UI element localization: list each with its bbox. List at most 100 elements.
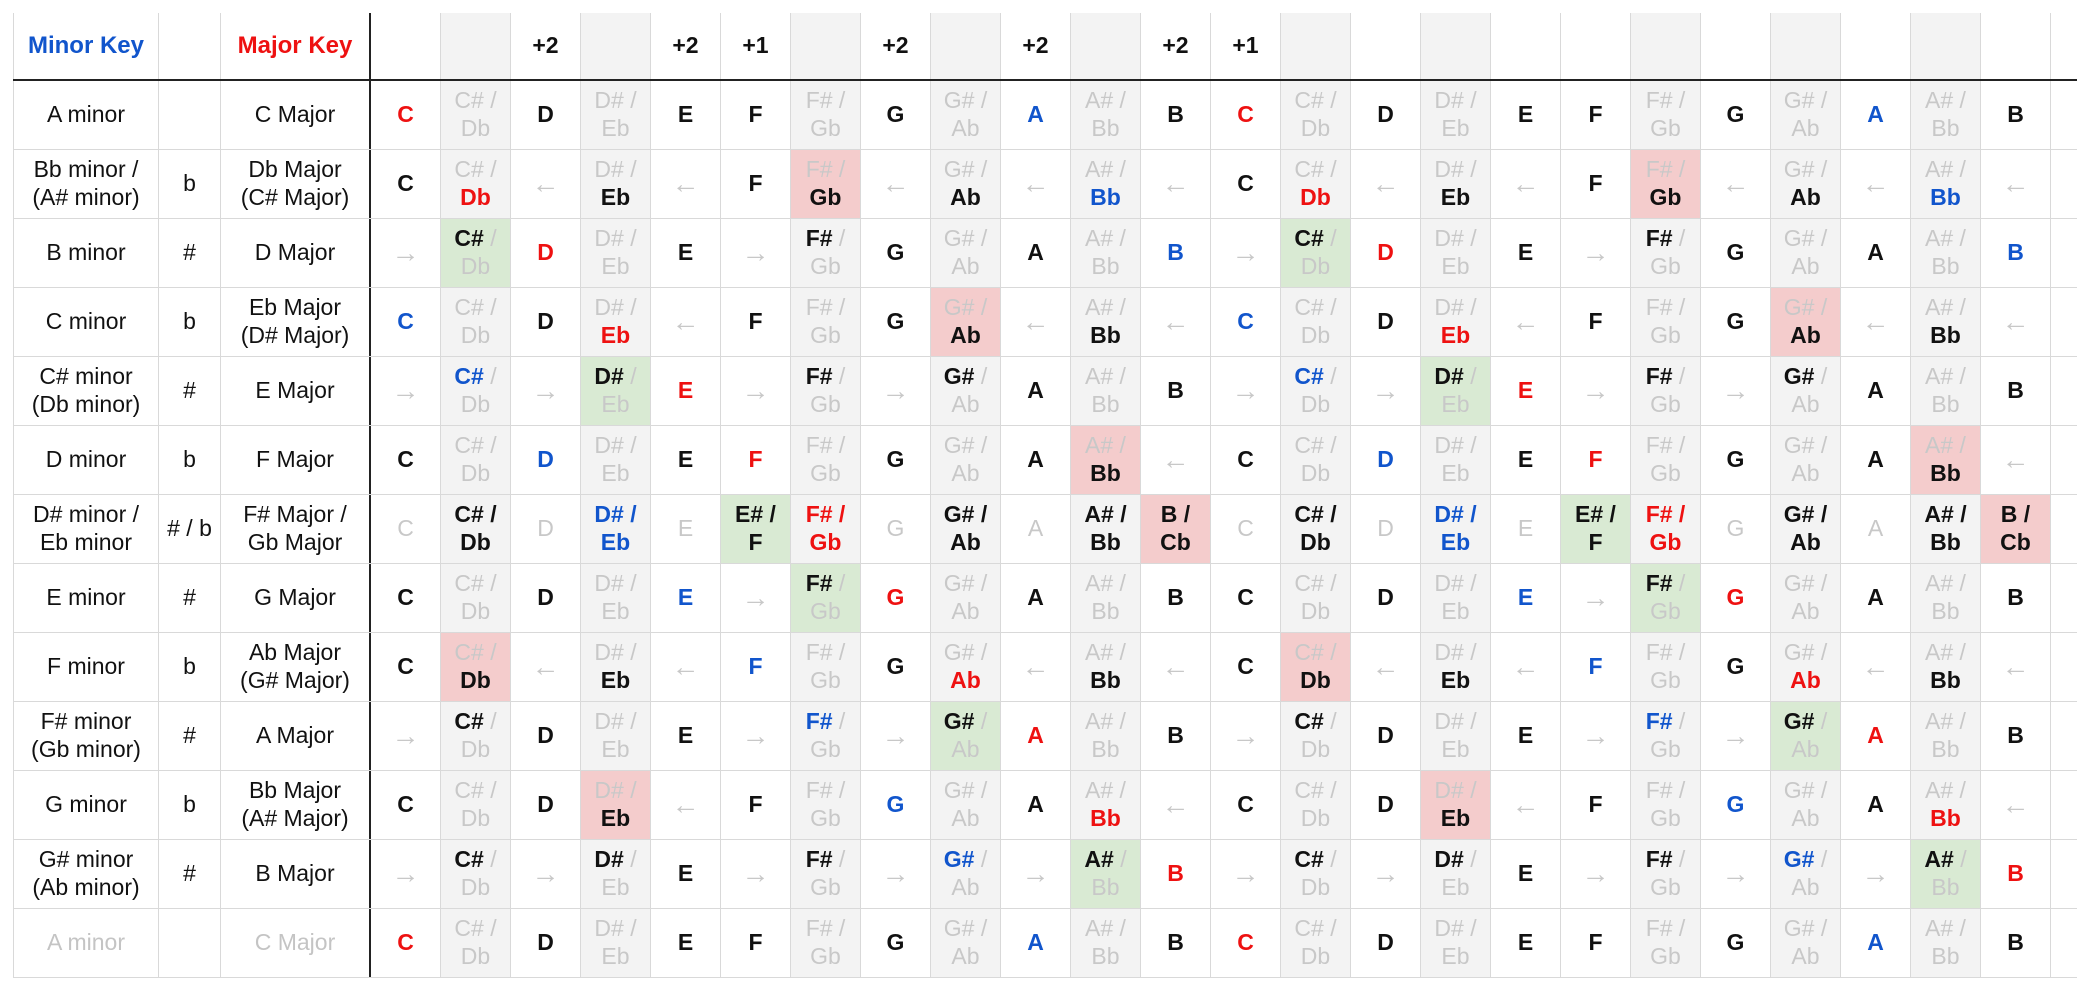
arrow-right-icon: → (881, 858, 910, 890)
note-sharp: G# / (1783, 639, 1828, 666)
key-row: E minor # G Major C C# / Db D D# / Eb E → F# / Gb G G#… (13, 564, 2077, 633)
note-cell: B / Cb (1981, 495, 2051, 563)
note-cell: F (721, 633, 791, 701)
key-row: D minor b F Major C C# / Db D D# / Eb E F F# / Gb G G#… (13, 426, 2077, 495)
note-cell: F (721, 909, 791, 977)
note-flat: Bb (1091, 736, 1120, 762)
note-flat: Bb (1930, 460, 1961, 486)
note-cell: → (1561, 840, 1631, 908)
minor-key-cell: F minor (13, 633, 159, 701)
note-cell: → (1211, 702, 1281, 770)
note-flat: Bb (1931, 598, 1960, 624)
note-cell: G (861, 633, 931, 701)
note-cell: F (1561, 633, 1631, 701)
note-sharp: F# / (1645, 570, 1686, 597)
note-sharp: C# / (454, 156, 497, 183)
note-cell: ← (651, 633, 721, 701)
note-cell: G (1701, 633, 1771, 701)
note-cell: G (861, 771, 931, 839)
note-flat: Db (1300, 253, 1331, 279)
note-cell: ← (1491, 633, 1561, 701)
note-cell: A (1001, 426, 1071, 494)
note-sharp: G# / (1783, 87, 1828, 114)
note-sharp: D# / (594, 87, 637, 114)
arrow-left-icon: ← (671, 306, 700, 338)
interval-header-cell: +1 (721, 13, 791, 79)
note-cell: F# / Gb (1631, 633, 1701, 701)
note-enharmonic-top: G# / (1783, 501, 1828, 528)
note-flat: Bb (1091, 253, 1120, 279)
note-name: B (1167, 929, 1184, 956)
accidental-cell: b (159, 771, 221, 839)
note-cell: F# / Gb (791, 495, 861, 563)
note-cell: A# / Bb (1071, 633, 1141, 701)
note-sharp: A# / (1924, 846, 1967, 873)
minor-key-header-label: Minor Key (27, 31, 144, 59)
note-cell: F# / Gb (791, 150, 861, 218)
note-cell: A# / Bb (1071, 357, 1141, 425)
note-cell: G# / Ab (931, 219, 1001, 287)
note-sharp: A# / (1085, 225, 1126, 252)
note-cell: → (1701, 840, 1771, 908)
note-cell: ← (1351, 150, 1421, 218)
note-cell: G# / Ab (931, 81, 1001, 149)
note-sharp: C# / (1294, 915, 1337, 942)
note-cell: G (1701, 771, 1771, 839)
note-cell: A (1841, 219, 1911, 287)
note-cell: → (371, 702, 441, 770)
note-sharp: D# / (594, 777, 637, 804)
note-sharp: A# / (1925, 432, 1966, 459)
note-cell: D# / Eb (1421, 564, 1491, 632)
arrow-right-icon: → (1021, 858, 1050, 890)
note-name: D# / Eb (594, 846, 636, 901)
note-flat: Gb (810, 874, 841, 900)
note-name: D# / Eb (1434, 87, 1476, 142)
note-name: D (537, 308, 554, 335)
note-cell: C# / Db (441, 219, 511, 287)
note-cell: ← (1841, 633, 1911, 701)
note-name: G# / Ab (944, 708, 987, 763)
note-sharp: A# / (1085, 294, 1126, 321)
major-key-name: Bb Major (A# Major) (241, 777, 349, 831)
note-flat: Gb (810, 253, 841, 279)
major-key-name: F Major (256, 446, 334, 473)
note-name: A (1867, 515, 1884, 542)
note-name: C (1237, 929, 1254, 956)
note-name: D (537, 101, 554, 128)
minor-key-name: D# minor / Eb minor (32, 501, 140, 555)
note-name: G (1726, 446, 1745, 473)
arrow-right-icon: → (1231, 237, 1260, 269)
note-cell: F# / Gb (1631, 81, 1701, 149)
note-sharp: D# / (1434, 570, 1477, 597)
major-key-name: E Major (255, 377, 335, 404)
note-name: C# / Db (454, 225, 496, 280)
note-cell: ← (1001, 633, 1071, 701)
note-cell: A (1841, 495, 1911, 563)
note-name: G# / Ab (944, 846, 987, 901)
note-flat: Eb (1441, 391, 1470, 417)
note-name: F# / Gb (1646, 570, 1686, 625)
note-cell: G (1701, 81, 1771, 149)
note-sharp: F# / (1645, 87, 1686, 114)
note-flat: Gb (810, 667, 841, 693)
arrow-left-icon: ← (1511, 306, 1540, 338)
note-flat: Db (1300, 391, 1331, 417)
note-name: G (886, 446, 905, 473)
note-sharp: C# / (1294, 363, 1337, 390)
note-flat: Gb (1650, 115, 1681, 141)
note-cell: A# / Bb (1911, 771, 1981, 839)
note-cell: A (1001, 564, 1071, 632)
note-name: G# / Ab (944, 363, 987, 418)
note-cell: G (861, 495, 931, 563)
note-cell: → (371, 357, 441, 425)
note-cell: D# / Eb (581, 219, 651, 287)
note-name: G (1726, 653, 1745, 680)
note-cell: → (861, 702, 931, 770)
note-cell: G# / Ab (1771, 150, 1841, 218)
note-name: A# / Bb (1924, 846, 1966, 901)
note-name: C# / Db (1294, 915, 1336, 970)
note-cell: → (1701, 702, 1771, 770)
note-cell: ← (511, 633, 581, 701)
note-flat: Gb (1650, 253, 1681, 279)
note-cell: G# / Ab (1771, 426, 1841, 494)
